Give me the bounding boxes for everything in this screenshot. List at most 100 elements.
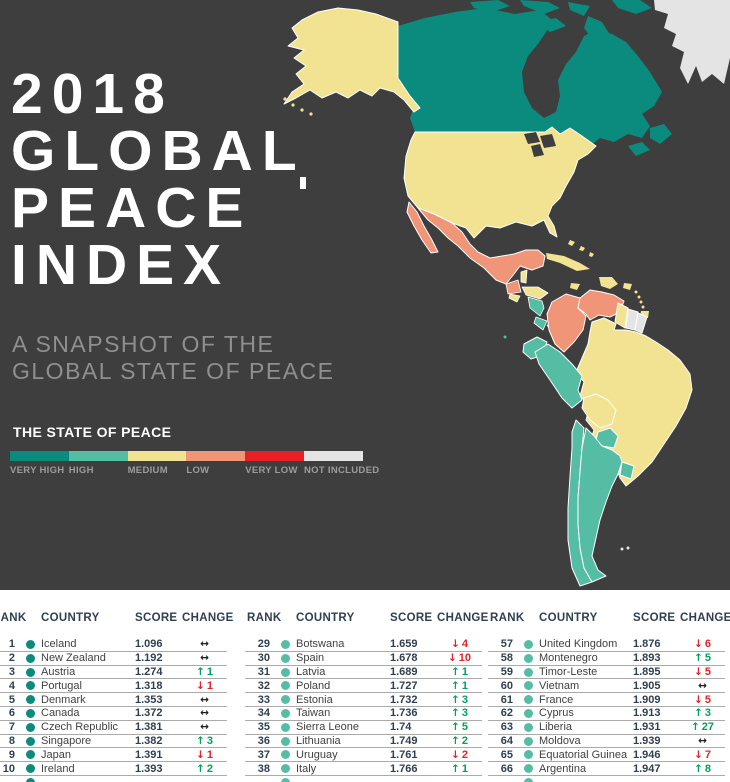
change-indicator: ↓ 10	[437, 652, 482, 664]
map-region-baja	[406, 201, 439, 254]
map-region-french-guiana	[634, 312, 648, 334]
up-arrow-icon: ↑	[196, 762, 205, 775]
score-value: 1.192	[135, 652, 163, 665]
table-row: 9 Japan 1.391 ↓ 1	[0, 748, 227, 763]
score-value: 1.74	[390, 721, 412, 734]
score-value: 1.913	[633, 707, 661, 720]
rank-cell: 59	[500, 665, 513, 678]
change-indicator: ↑ 3	[680, 707, 725, 719]
country-name: Denmark	[41, 693, 86, 706]
map-region-mexico	[417, 207, 546, 285]
rank-cell: 33	[257, 693, 270, 706]
score-value: 1.939	[633, 734, 661, 747]
ranking-group-3: RANK COUNTRY SCORE CHANGE 57 United Kingd…	[488, 610, 730, 782]
legend-label-medium: MEDIUM	[127, 465, 168, 476]
up-arrow-icon: ↑	[451, 693, 460, 706]
map-region-antilles-4	[641, 305, 645, 309]
country-name: Cyprus	[539, 707, 574, 720]
country-dot	[281, 708, 290, 718]
change-indicator: ↑ 3	[182, 735, 227, 747]
change-value: 27	[701, 721, 715, 734]
country-header: COUNTRY	[539, 611, 598, 624]
map-region-aleutians-4	[309, 112, 313, 116]
country-dot	[26, 639, 35, 649]
up-arrow-icon: ↑	[451, 707, 460, 720]
legend-label-not_included: NOT INCLUDED	[304, 465, 380, 476]
page-title-line-2: GLOBAL	[11, 119, 306, 183]
legend-label-high: HIGH	[68, 465, 94, 476]
country-dot	[281, 777, 290, 782]
country-name: Taiwan	[296, 707, 331, 720]
dot-cell	[280, 776, 296, 782]
rank-cell: 30	[257, 652, 270, 665]
map-region-cuba	[546, 253, 590, 271]
table-row: 60 Vietnam 1.905 ↔	[488, 679, 725, 694]
up-arrow-icon: ↑	[694, 762, 703, 775]
country-dot	[26, 708, 35, 718]
map-region-antilles-1	[634, 290, 638, 294]
change-value: 3	[461, 693, 468, 706]
country-dot	[524, 736, 533, 746]
rank-cell: 63	[500, 721, 513, 734]
up-arrow-icon: ↑	[451, 762, 460, 775]
down-arrow-icon: ↓	[694, 693, 703, 706]
up-arrow-icon: ↑	[451, 665, 460, 678]
table-header-row: RANK COUNTRY SCORE CHANGE	[245, 610, 488, 625]
same-arrow-icon: ↔	[200, 721, 209, 734]
country-name: Botswana	[296, 638, 345, 651]
table-row-partial	[488, 776, 725, 782]
country-name: Portugal	[41, 679, 82, 692]
country-name: Iceland	[41, 638, 77, 651]
score-value: 1.391	[135, 748, 163, 761]
table-row-partial	[245, 776, 482, 782]
change-indicator: ↑ 1	[182, 666, 227, 678]
country-dot	[281, 695, 290, 705]
country-name: France	[539, 693, 574, 706]
map-region-canada-newfoundland	[650, 124, 672, 144]
country-name: Ireland	[41, 762, 75, 775]
change-indicator: ↑ 5	[680, 652, 725, 664]
score-value: 1.931	[633, 721, 661, 734]
map-region-guatemala	[505, 279, 522, 295]
country-name: Czech Republic	[41, 721, 119, 734]
rank-cell: 8	[8, 734, 15, 747]
dot-cell	[523, 707, 539, 719]
country-dot	[26, 681, 35, 691]
change-value: 1	[461, 679, 468, 692]
dot-cell	[25, 721, 41, 733]
map-region-canada-baffin	[584, 16, 632, 94]
change-indicator: ↑ 1	[437, 763, 482, 775]
change-value: 2	[206, 762, 213, 775]
score-value: 1.893	[633, 652, 661, 665]
change-indicator: ↑ 1	[437, 666, 482, 678]
table-row: 61 France 1.909 ↓ 5	[488, 693, 725, 707]
legend-bar	[10, 451, 363, 461]
country-header: COUNTRY	[41, 611, 100, 624]
change-value: 1	[461, 762, 468, 775]
rank-cell: 1	[8, 638, 15, 651]
table-row: 4 Portugal 1.318 ↓ 1	[0, 679, 227, 694]
same-arrow-icon: ↔	[200, 707, 209, 720]
country-dot	[26, 653, 35, 663]
country-name: Spain	[296, 652, 325, 665]
score-value: 1.895	[633, 665, 661, 678]
change-value: 1	[206, 665, 213, 678]
country-name: New Zealand	[41, 652, 106, 665]
score-value: 1.353	[135, 693, 163, 706]
dot-cell	[280, 694, 296, 706]
great-lakes-3	[531, 144, 544, 157]
map-region-aleutians-2	[291, 103, 295, 107]
up-arrow-icon: ↑	[690, 721, 700, 734]
change-indicator: ↑ 27	[680, 721, 725, 733]
map-region-venezuela	[577, 289, 625, 321]
dot-cell	[523, 763, 539, 775]
score-value: 1.736	[390, 707, 418, 720]
legend-segment-high	[68, 451, 128, 461]
dot-cell	[25, 707, 41, 719]
rank-cell: 31	[257, 665, 270, 678]
change-value: 5	[461, 721, 468, 734]
map-region-canada-novascotia	[628, 142, 650, 156]
map-region-canada-island	[536, 18, 566, 32]
country-name: Poland	[296, 679, 331, 692]
legend-label-low: LOW	[186, 465, 210, 476]
